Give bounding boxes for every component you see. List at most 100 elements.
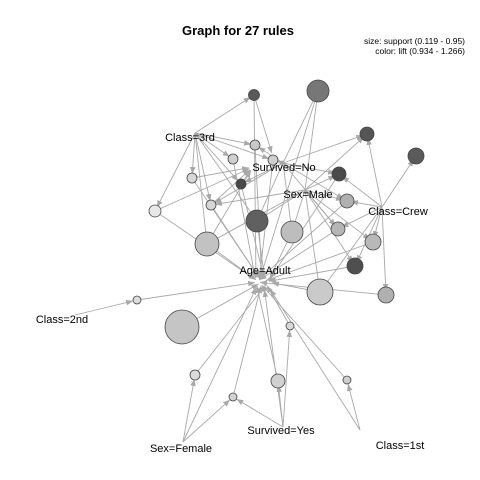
legend-color: color: lift (0.934 - 1.266) [375,46,465,56]
rule-edge [232,285,263,398]
rule-edge [261,284,348,381]
rule-edge [182,378,196,443]
item-label-sex-male: Sex=Male [283,189,332,201]
edge-layer [74,90,415,443]
rule-edge [154,168,250,212]
rule-node [132,295,142,305]
rule-edge [304,94,320,191]
rule-edge [136,280,256,301]
rule-node [189,369,201,381]
rule-node [248,89,260,101]
rule-node [270,373,286,389]
graph-title: Graph for 27 rules [182,23,294,38]
rule-edge [194,132,270,160]
rule-node [377,286,395,304]
rule-edge [258,146,284,164]
rule-node [330,221,346,237]
rule-node [164,309,200,345]
rule-edge [304,189,371,240]
rule-edge [214,162,284,204]
rule-edge [260,189,306,220]
rule-edge [304,189,322,289]
rule-edge [269,173,340,279]
rule-node [205,199,217,211]
legend-size: size: support (0.119 - 0.95) [364,36,465,46]
rule-edge [253,94,259,279]
rule-node [306,278,334,306]
rule-node [306,79,330,103]
rule-edge [381,159,415,208]
rule-edge [210,204,261,279]
item-label-class-crew: Class=Crew [368,206,428,218]
rule-edge [304,136,365,191]
rule-edge [341,176,383,208]
rule-edge [194,132,209,241]
rule-edge [210,169,251,206]
rule-edge [350,200,383,208]
rule-node [148,204,162,218]
rule-edge [321,206,383,290]
rule-edge [282,134,364,164]
rule-edge [182,399,231,443]
rule-edge [236,398,284,428]
rule-edge [282,329,293,428]
rule-edge [194,132,256,218]
rule-edge [268,265,356,283]
rule-edge [253,94,273,154]
rule-node [227,153,239,165]
rule-edge [194,96,251,134]
rule-edge [341,206,383,228]
rule-node [228,392,238,402]
rule-node [235,178,247,190]
rule-edge [258,200,348,280]
rule-node [285,321,295,331]
rule-edge [373,206,383,239]
rule-edge [265,241,374,282]
rule-node [194,231,220,257]
rule-edge [282,162,336,175]
rule-node [407,147,425,165]
rule-node [245,209,269,233]
rule-edge [381,206,389,292]
rule-edge [194,132,252,146]
rule-edge [304,189,344,201]
rule-node-layer [132,79,425,402]
rule-edge [282,94,317,164]
item-label-survived-yes: Survived=Yes [247,425,315,437]
rule-node [346,257,364,275]
rule-node [359,126,375,142]
rule-edge [182,287,257,443]
rule-edge [262,289,284,428]
rule-edge [282,162,344,200]
rule-edge [74,299,134,316]
item-label-class2: Class=2nd [36,314,88,326]
rule-edge [304,175,336,191]
item-label-sex-female: Sex=Female [150,443,212,455]
rule-node [280,220,304,244]
rule-edge [259,90,319,279]
rule-edge [214,189,306,207]
rule-node [186,172,198,184]
rule-node [342,375,352,385]
rule-edge [189,132,196,175]
rule-edge [347,383,361,431]
rule-node [267,154,279,166]
rule-edge [258,162,284,218]
rule-edge [304,189,354,263]
rule-node [249,139,261,151]
rule-edge [266,285,291,327]
rule-edge [269,289,361,431]
rule-edge [366,137,383,208]
rule-edge [282,162,294,229]
rule-edge [156,132,196,208]
rule-edge [304,189,336,227]
item-label-class1: Class=1st [376,440,425,452]
item-label-age-adult: Age=Adult [239,265,290,277]
rule-node [364,233,382,251]
rule-edge [194,132,239,182]
rule-edge [194,132,230,158]
rule-node [339,193,355,209]
rule-edge [244,162,284,183]
item-label-class3: Class=3rd [165,132,215,144]
